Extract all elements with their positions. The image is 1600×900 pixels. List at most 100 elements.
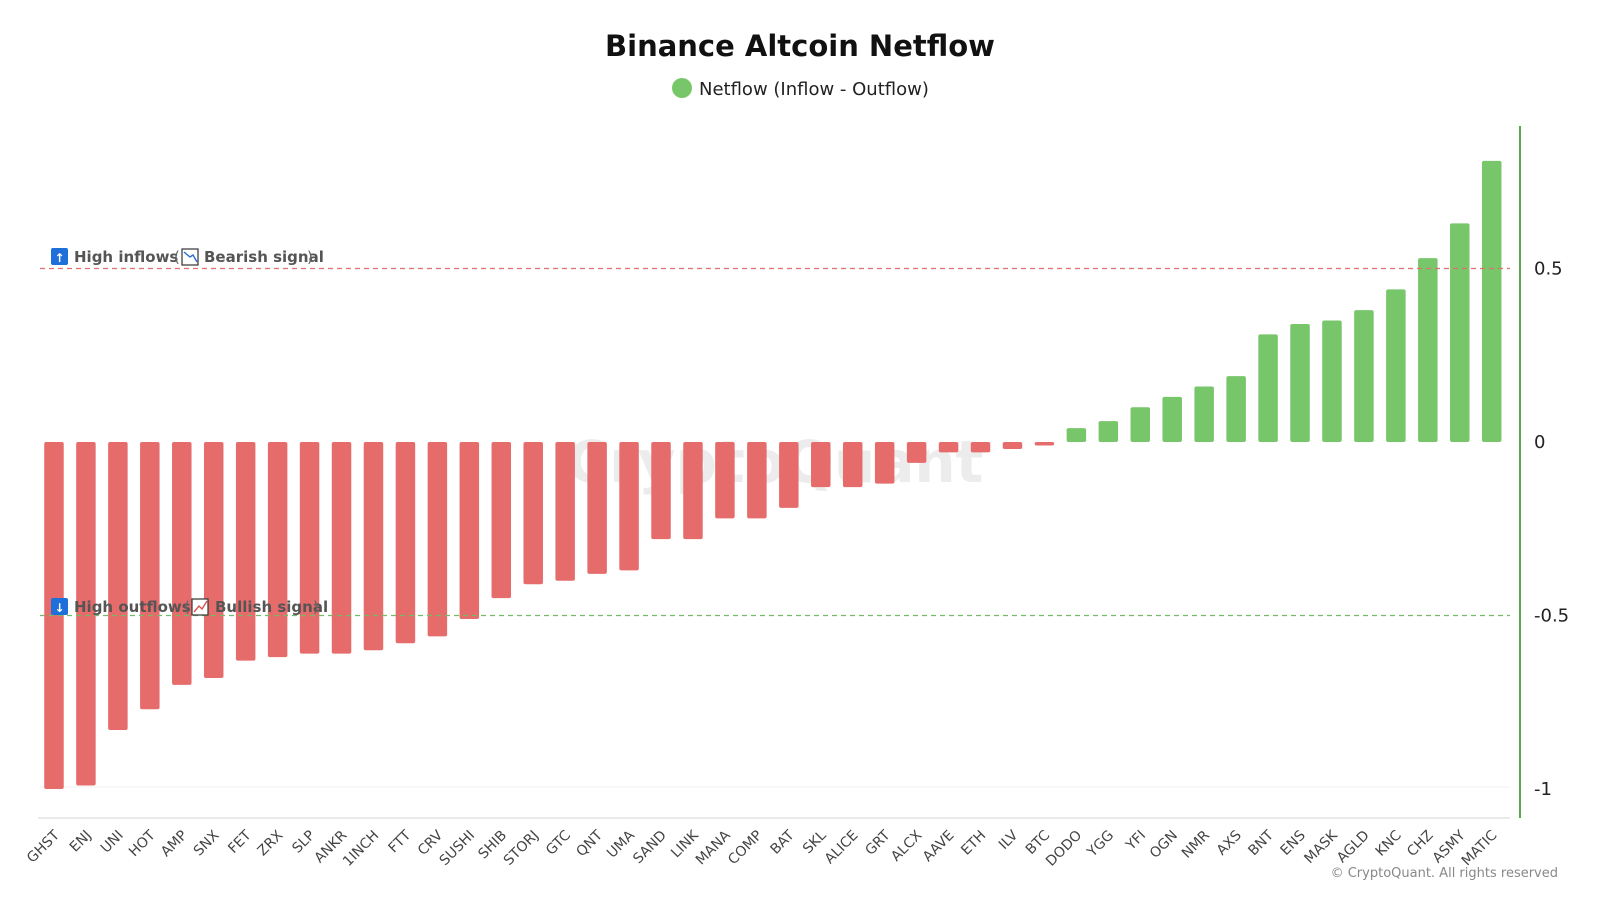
bar-enj[interactable] <box>76 442 96 786</box>
x-tick-label: AMP <box>158 828 191 861</box>
y-tick-label: 0.5 <box>1534 259 1563 280</box>
x-tick-label: AAVE <box>920 828 958 866</box>
bar-aave[interactable] <box>938 442 959 453</box>
down-arrow-icon <box>51 598 68 615</box>
bar-bat[interactable] <box>779 442 799 508</box>
x-tick-label: BNT <box>1245 827 1277 859</box>
bar-knc[interactable] <box>1386 289 1406 442</box>
x-tick-label: UNI <box>98 828 127 857</box>
bar-zrx[interactable] <box>267 442 288 658</box>
bar-matic[interactable] <box>1481 160 1502 442</box>
bar-slp[interactable] <box>299 442 320 654</box>
bar-mana[interactable] <box>715 442 735 519</box>
x-tick-label: FTT <box>385 827 414 856</box>
bar-axs[interactable] <box>1226 376 1246 442</box>
chart-down-icon <box>181 248 199 266</box>
x-tick-label: OGN <box>1147 828 1181 862</box>
x-tick-label: ALICE <box>822 828 862 868</box>
bar-ilv[interactable] <box>1002 442 1023 449</box>
bar-sand[interactable] <box>651 442 671 540</box>
bar-comp[interactable] <box>747 442 767 519</box>
bearish-signal-label: Bearish signal <box>204 248 324 266</box>
x-tick-label: STORJ <box>501 828 542 869</box>
bar-bnt[interactable] <box>1258 334 1278 442</box>
bar-mask[interactable] <box>1322 320 1342 442</box>
bar-alcx[interactable] <box>906 442 927 463</box>
x-tick-label: FET <box>225 827 255 857</box>
bar-ogn[interactable] <box>1162 396 1182 442</box>
x-tick-label: AXS <box>1214 827 1245 858</box>
x-tick-label: MANA <box>693 827 734 868</box>
down-arrow-glyph: ↓ <box>54 601 64 615</box>
x-tick-label: ENJ <box>67 828 95 856</box>
bar-ens[interactable] <box>1290 324 1310 442</box>
x-tick-label: MASK <box>1301 827 1341 867</box>
bar-snx[interactable] <box>203 442 224 678</box>
bar-ftt[interactable] <box>395 442 416 644</box>
x-tick-label: YFI <box>1122 828 1149 855</box>
bar-chz[interactable] <box>1418 258 1438 442</box>
up-arrow-glyph: ↑ <box>54 251 64 265</box>
bar-ygg[interactable] <box>1098 421 1119 442</box>
high-outflows-label: High outflows <box>74 598 191 616</box>
x-tick-label: MATIC <box>1459 827 1501 869</box>
x-tick-label: HOT <box>126 827 159 860</box>
x-tick-label: SAND <box>630 828 670 868</box>
bar-sushi[interactable] <box>459 442 480 619</box>
bar-link[interactable] <box>683 442 703 540</box>
x-tick-label: QNT <box>573 827 606 860</box>
bar-gtc[interactable] <box>555 442 575 581</box>
bar-crv[interactable] <box>427 442 448 637</box>
y-axis-ticks: 0.5 0 -0.5 -1 <box>1534 259 1569 801</box>
y-tick-label: -1 <box>1534 779 1552 800</box>
bar-dodo[interactable] <box>1066 428 1087 442</box>
legend-label: Netflow (Inflow - Outflow) <box>699 79 929 100</box>
bar-alice[interactable] <box>842 442 863 488</box>
x-tick-label: YGG <box>1084 828 1117 861</box>
bar-nmr[interactable] <box>1194 386 1214 442</box>
bar-storj[interactable] <box>523 442 543 585</box>
x-tick-label: BAT <box>767 827 797 857</box>
x-tick-label: ILV <box>996 827 1022 853</box>
annotation-high-outflows: ↓ High outflows ( Bullish signal ) <box>51 598 328 616</box>
bar-asmy[interactable] <box>1450 223 1470 442</box>
bar-btc[interactable] <box>1034 442 1055 446</box>
bar-fet[interactable] <box>235 442 256 661</box>
x-tick-label: 1INCH <box>340 828 382 870</box>
bar-grt[interactable] <box>874 442 895 484</box>
x-tick-label: ALCX <box>888 827 926 865</box>
bar-yfi[interactable] <box>1130 407 1151 442</box>
up-arrow-icon <box>51 248 68 265</box>
bar-qnt[interactable] <box>587 442 607 574</box>
bullish-signal-label: Bullish signal <box>215 598 328 616</box>
bar-uma[interactable] <box>619 442 639 571</box>
bar-agld[interactable] <box>1354 310 1374 442</box>
bar-uni[interactable] <box>108 442 128 731</box>
x-tick-label: GHST <box>24 827 63 866</box>
legend-marker <box>672 78 692 98</box>
chart-title: Binance Altcoin Netflow <box>605 29 995 63</box>
bar-hot[interactable] <box>140 442 160 710</box>
y-tick-label: 0 <box>1534 432 1545 453</box>
chart-up-icon <box>191 598 209 616</box>
x-tick-label: AGLD <box>1334 828 1373 867</box>
x-tick-label: KNC <box>1373 827 1405 859</box>
bar-1inch[interactable] <box>363 442 384 651</box>
x-tick-label: SUSHI <box>437 828 478 869</box>
bar-amp[interactable] <box>172 442 192 685</box>
bar-shib[interactable] <box>491 442 512 599</box>
reference-lines <box>40 267 1510 617</box>
high-inflows-open-paren: ( <box>174 248 180 266</box>
bar-eth[interactable] <box>970 442 991 453</box>
x-tick-label: NMR <box>1179 827 1213 861</box>
bar-skl[interactable] <box>811 442 831 488</box>
x-tick-label: COMP <box>725 828 766 869</box>
copyright-notice: © CryptoQuant. All rights reserved <box>1331 866 1558 881</box>
x-tick-label: DODO <box>1043 828 1085 870</box>
legend[interactable]: Netflow (Inflow - Outflow) <box>672 78 929 100</box>
bar-ankr[interactable] <box>331 442 352 654</box>
high-inflows-label: High inflows <box>74 248 178 266</box>
high-outflows-open-paren: ( <box>184 598 190 616</box>
